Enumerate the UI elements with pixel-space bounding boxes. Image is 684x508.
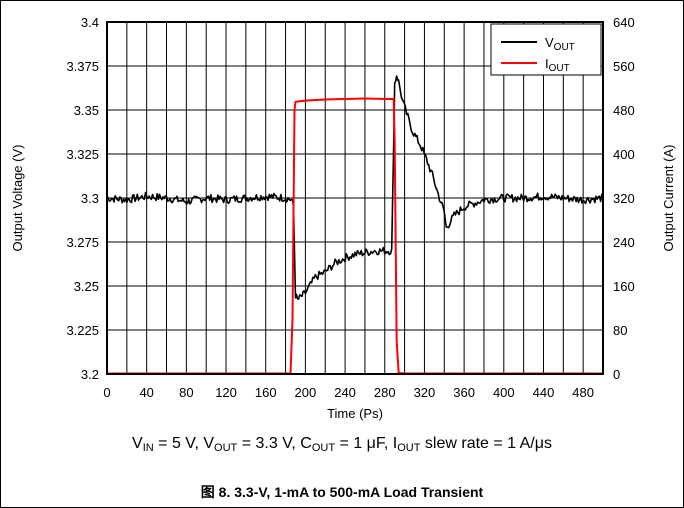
y-left-tick-label: 3.375 [66, 59, 99, 74]
y-right-tick-label: 400 [613, 147, 635, 162]
y-right-tick-label: 480 [613, 103, 635, 118]
series-line-vout [106, 75, 604, 300]
y-axis-right-ticks: 0 80 160 240 320 400 480 560 640 [613, 15, 635, 382]
x-axis-ticks: 0 40 80 120 160 200 240 280 320 360 400 440 480 [103, 385, 594, 400]
y-left-tick-label: 3.25 [74, 279, 99, 294]
x-tick-label: 320 [414, 385, 436, 400]
x-tick-label: 0 [103, 385, 110, 400]
y-left-tick-label: 3.3 [81, 191, 99, 206]
x-tick-label: 200 [295, 385, 317, 400]
y-right-tick-label: 240 [613, 235, 635, 250]
y-left-tick-label: 3.4 [81, 15, 99, 30]
y-right-tick-label: 640 [613, 15, 635, 30]
x-tick-label: 80 [179, 385, 193, 400]
x-tick-label: 440 [533, 385, 555, 400]
y-left-tick-label: 3.325 [66, 147, 99, 162]
y-right-tick-label: 320 [613, 191, 635, 206]
x-axis-title: Time (Ps) [327, 406, 383, 421]
x-tick-label: 360 [453, 385, 475, 400]
y-axis-right-title: Output Current (A) [661, 145, 676, 252]
y-right-tick-label: 160 [613, 279, 635, 294]
figure-title: 图 8. 3.3-V, 1-mA to 500-mA Load Transien… [200, 484, 484, 500]
x-tick-label: 120 [215, 385, 237, 400]
y-right-tick-label: 560 [613, 59, 635, 74]
x-tick-label: 40 [139, 385, 153, 400]
series-line-iout [107, 97, 603, 375]
x-tick-label: 160 [255, 385, 277, 400]
legend-label-vout: VOUT [545, 35, 575, 53]
test-conditions-caption: VIN = 5 V, VOUT = 3.3 V, COUT = 1 μF, IO… [132, 435, 552, 454]
y-left-tick-label: 3.35 [74, 103, 99, 118]
plot-series [106, 75, 604, 375]
plot-frame [106, 21, 604, 375]
y-left-tick-label: 3.2 [81, 367, 99, 382]
x-tick-label: 280 [374, 385, 396, 400]
y-left-tick-label: 3.275 [66, 235, 99, 250]
legend-box [490, 23, 602, 76]
grid [107, 22, 603, 374]
legend: VOUT IOUT [490, 23, 602, 76]
load-transient-chart: 0 40 80 120 160 200 240 280 320 360 400 440 480 3.23… [10, 15, 676, 421]
x-tick-label: 240 [334, 385, 356, 400]
y-right-tick-label: 80 [613, 323, 627, 338]
y-left-tick-label: 3.225 [66, 323, 99, 338]
x-tick-label: 400 [493, 385, 515, 400]
y-right-tick-label: 0 [613, 367, 620, 382]
x-tick-label: 480 [572, 385, 594, 400]
y-axis-left-title: Output Voltage (V) [10, 145, 25, 252]
y-axis-left-ticks: 3.2 3.225 3.25 3.275 3.3 3.325 3.35 3.375 3.4 [66, 15, 99, 382]
legend-label-iout: IOUT [545, 56, 570, 74]
